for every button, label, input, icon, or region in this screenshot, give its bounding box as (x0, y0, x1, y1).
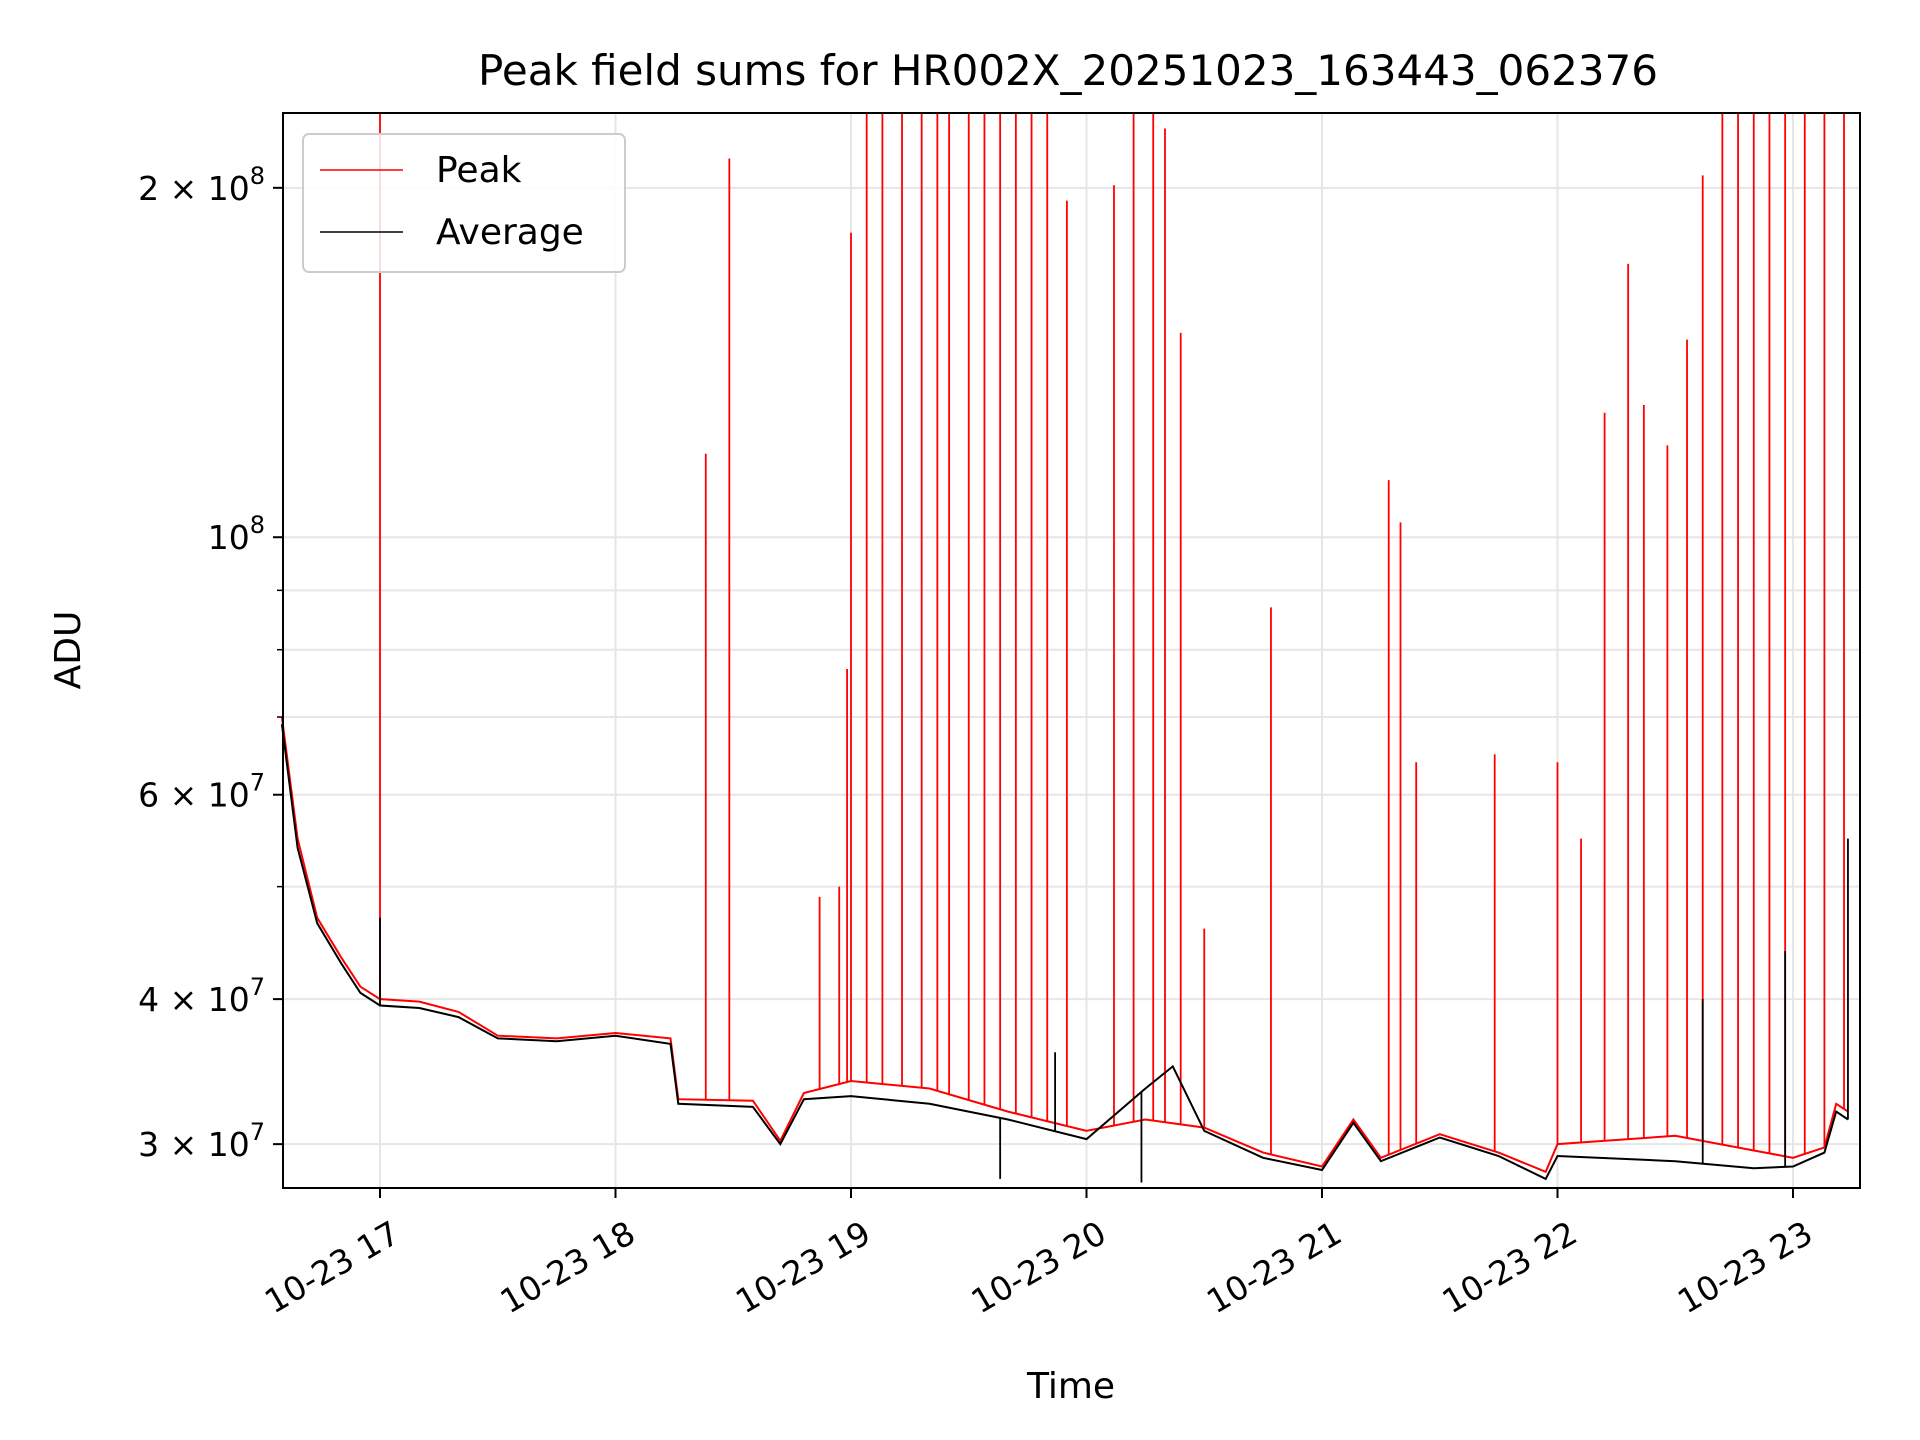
y-tick-label: 2 × 108 (138, 162, 265, 208)
y-tick-exponent: 8 (250, 162, 265, 190)
y-tick-base: 10 (208, 518, 250, 557)
y-tick-exponent: 8 (250, 511, 265, 539)
legend-box (302, 133, 626, 273)
grid (283, 113, 1860, 1188)
series-layer (280, 113, 1849, 1183)
series-peak-line (280, 716, 1849, 1174)
y-tick-exponent: 7 (250, 1118, 265, 1146)
legend-average-label: Average (436, 212, 584, 253)
y-tick-label: 3 × 107 (138, 1118, 265, 1164)
y-tick-base: 6 × 10 (138, 776, 250, 815)
y-tick-exponent: 7 (250, 973, 265, 1001)
chart-title: Peak field sums for HR002X_20251023_1634… (478, 46, 1658, 95)
y-tick-label: 4 × 107 (138, 973, 265, 1019)
y-tick-base: 3 × 10 (138, 1125, 250, 1164)
y-tick-label: 6 × 107 (138, 769, 265, 815)
series-average-line (280, 724, 1849, 1181)
legend: Peak Average (302, 133, 626, 273)
y-tick-base: 2 × 10 (138, 169, 250, 208)
y-axis-label: ADU (48, 611, 89, 690)
y-tick-exponent: 7 (250, 769, 265, 797)
y-tick-base: 4 × 10 (138, 980, 250, 1019)
legend-peak-label: Peak (436, 150, 522, 191)
y-tick-label: 108 (208, 511, 265, 557)
x-axis-label: Time (1026, 1366, 1115, 1407)
plot-frame (282, 112, 1861, 1189)
series-average (280, 724, 1849, 1183)
